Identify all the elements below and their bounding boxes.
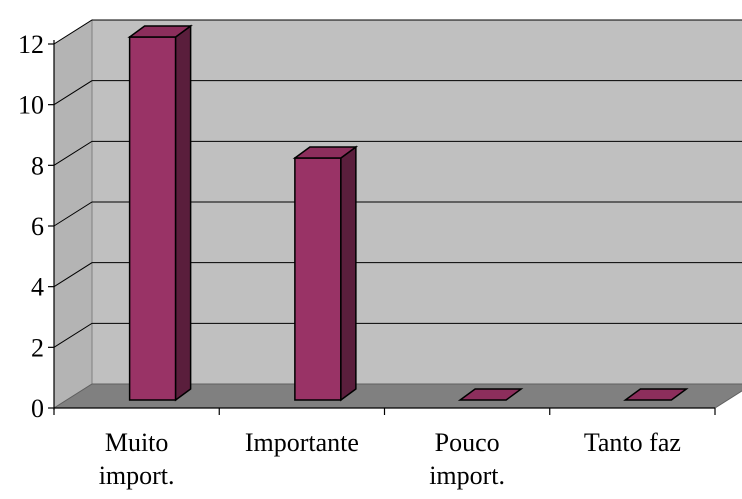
y-tick-label: 4	[31, 273, 44, 302]
bar-front	[294, 157, 342, 401]
x-tick-labels: Muito import. Importante Pouco import. Tanto …	[99, 428, 681, 490]
bar-top	[457, 388, 524, 401]
gridline	[53, 19, 742, 45]
bars	[127, 24, 689, 402]
y-tick-label: 2	[31, 333, 44, 362]
y-tick-labels: 0 2 4 6 8 10 12	[18, 30, 44, 423]
gridline	[53, 140, 742, 166]
bar-side	[174, 24, 192, 402]
bar-top	[127, 25, 193, 38]
y-tick-label: 6	[31, 212, 44, 241]
category-label: Importante	[245, 428, 359, 457]
gridline	[53, 201, 742, 227]
bar-top	[292, 146, 359, 159]
y-tick-label: 12	[18, 30, 44, 59]
bar-front	[128, 36, 177, 401]
gridline	[53, 262, 742, 288]
axes	[48, 40, 716, 415]
gridline	[53, 322, 742, 348]
bar	[623, 388, 689, 401]
y-tick-label: 10	[18, 91, 44, 120]
bar	[292, 145, 359, 402]
bar-top	[623, 388, 689, 401]
gridlines	[53, 19, 742, 348]
category-label: Muito import.	[99, 428, 175, 490]
y-tick-label: 8	[31, 151, 44, 180]
bar	[127, 24, 193, 402]
category-label: Tanto faz	[584, 428, 681, 457]
category-label: Pouco import.	[429, 428, 505, 490]
bar	[457, 388, 524, 401]
gridline	[53, 80, 742, 106]
y-tick-label: 0	[31, 394, 44, 423]
bar-side	[340, 145, 357, 402]
